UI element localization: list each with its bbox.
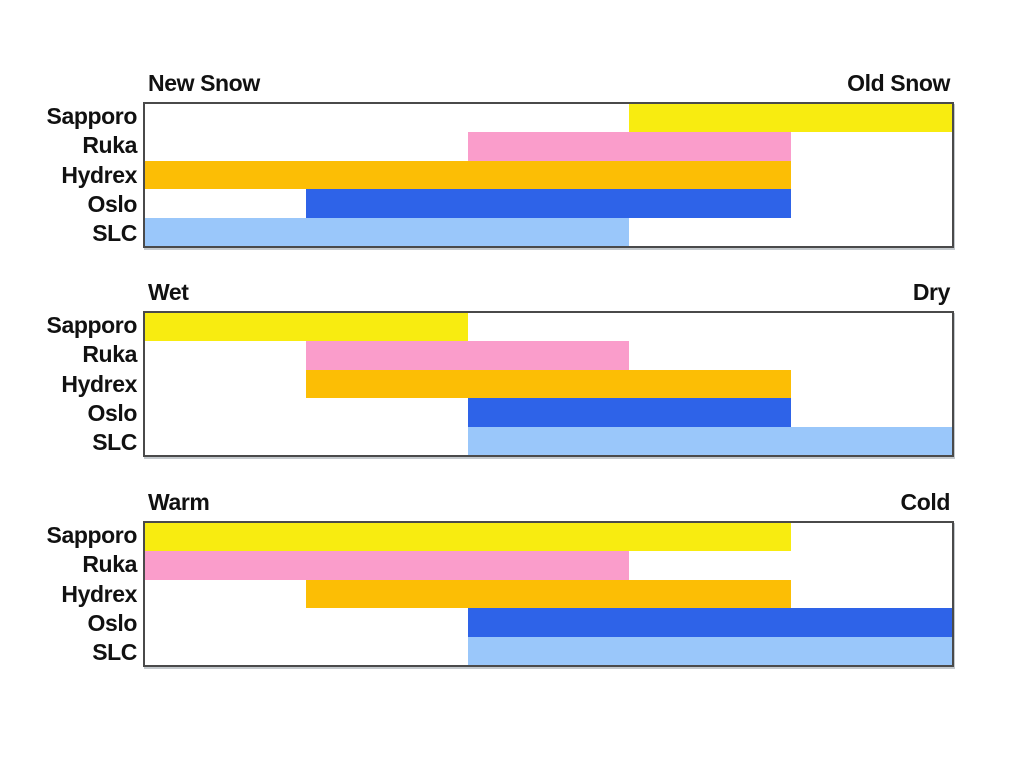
range-bar-ruka bbox=[467, 132, 791, 161]
range-bar-ruka bbox=[145, 551, 630, 580]
category-label-slc: SLC bbox=[92, 428, 137, 455]
chart-body: Sapporo Ruka Hydrex Oslo SLC bbox=[0, 311, 1024, 457]
category-label-hydrex: Hydrex bbox=[61, 161, 137, 188]
axis-endpoint-label-right: Dry bbox=[912, 279, 951, 305]
plot-area bbox=[143, 311, 954, 457]
category-label-hydrex: Hydrex bbox=[61, 370, 137, 397]
plot-area bbox=[143, 521, 954, 667]
axis-endpoint-labels: Wet Dry bbox=[145, 279, 951, 306]
range-bar-slc bbox=[145, 217, 630, 246]
chart-body: Sapporo Ruka Hydrex Oslo SLC bbox=[0, 102, 1024, 248]
category-label-sapporo: Sapporo bbox=[46, 312, 138, 339]
range-bar-sapporo bbox=[629, 104, 952, 133]
category-label-oslo: Oslo bbox=[87, 190, 137, 217]
category-label-oslo: Oslo bbox=[87, 399, 137, 426]
range-bar-hydrex bbox=[145, 160, 791, 190]
category-label-hydrex: Hydrex bbox=[61, 580, 137, 607]
axis-endpoint-label-left: Warm bbox=[148, 489, 210, 515]
range-bar-hydrex bbox=[306, 579, 791, 609]
chart-new-snow-old-snow: New Snow Old Snow Sapporo Ruka Hydrex Oslo S… bbox=[0, 70, 1024, 248]
chart-wet-dry: Wet Dry Sapporo Ruka Hydrex Oslo SLC bbox=[0, 279, 1024, 457]
axis-endpoint-label-left: Wet bbox=[148, 279, 189, 305]
category-label-ruka: Ruka bbox=[82, 551, 137, 578]
range-bar-ruka bbox=[306, 341, 630, 370]
axis-endpoint-labels: Warm Cold bbox=[145, 489, 951, 516]
category-labels: Sapporo Ruka Hydrex Oslo SLC bbox=[0, 521, 143, 667]
category-labels: Sapporo Ruka Hydrex Oslo SLC bbox=[0, 311, 143, 457]
category-labels: Sapporo Ruka Hydrex Oslo SLC bbox=[0, 102, 143, 248]
range-bar-oslo bbox=[467, 608, 952, 637]
category-label-slc: SLC bbox=[92, 219, 137, 246]
category-label-ruka: Ruka bbox=[82, 132, 137, 159]
axis-endpoint-label-right: Cold bbox=[900, 489, 951, 515]
range-bar-slc bbox=[467, 426, 952, 455]
category-label-oslo: Oslo bbox=[87, 609, 137, 636]
range-bar-slc bbox=[467, 636, 952, 665]
range-bar-sapporo bbox=[145, 523, 791, 552]
category-label-slc: SLC bbox=[92, 638, 137, 665]
axis-endpoint-label-left: New Snow bbox=[148, 70, 260, 96]
range-bar-oslo bbox=[306, 189, 791, 218]
axis-endpoint-labels: New Snow Old Snow bbox=[145, 70, 951, 97]
chart-warm-cold: Warm Cold Sapporo Ruka Hydrex Oslo SLC bbox=[0, 489, 1024, 667]
axis-endpoint-label-right: Old Snow bbox=[847, 70, 950, 96]
range-bar-oslo bbox=[467, 398, 791, 427]
range-bar-hydrex bbox=[306, 369, 791, 399]
category-label-ruka: Ruka bbox=[82, 341, 137, 368]
chart-body: Sapporo Ruka Hydrex Oslo SLC bbox=[0, 521, 1024, 667]
range-bar-sapporo bbox=[145, 313, 468, 342]
category-label-sapporo: Sapporo bbox=[46, 103, 138, 130]
plot-area bbox=[143, 102, 954, 248]
category-label-sapporo: Sapporo bbox=[46, 522, 138, 549]
